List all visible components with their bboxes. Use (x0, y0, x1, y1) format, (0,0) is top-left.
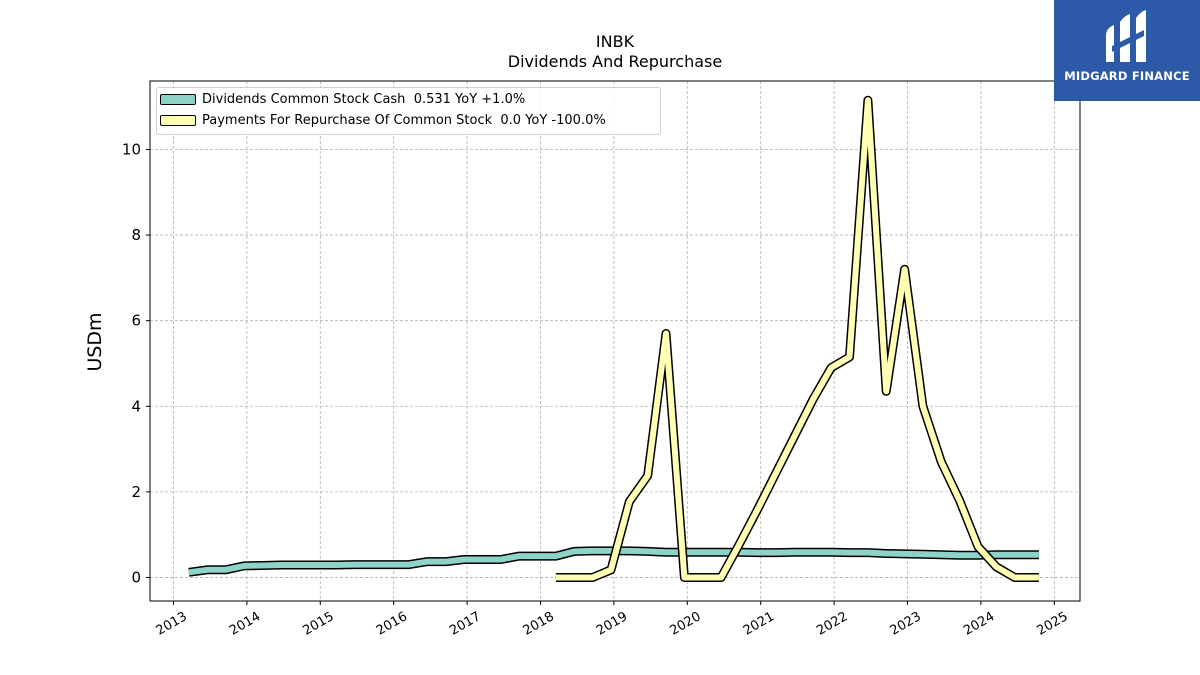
chart-title: INBK (595, 32, 635, 51)
series-line-1 (555, 97, 1039, 581)
legend-swatch-dividends (160, 94, 196, 105)
logo-mark-icon (1106, 10, 1146, 62)
legend-label-dividends: Dividends Common Stock Cash 0.531 YoY +1… (202, 92, 526, 107)
y-tick-label: 10 (122, 140, 141, 158)
y-axis-label: USDm (84, 312, 106, 372)
y-tick-label: 0 (131, 568, 141, 586)
x-tick-label: 2019 (594, 609, 630, 639)
y-tick-label: 4 (131, 397, 141, 415)
legend-item-dividends: Dividends Common Stock Cash 0.531 YoY +1… (160, 92, 525, 107)
y-tick-label: 6 (131, 312, 141, 330)
plot-frame (149, 80, 1081, 602)
x-tick-label: 2020 (667, 609, 703, 639)
x-tick-label: 2017 (447, 609, 483, 639)
x-tick-label: 2014 (227, 609, 263, 639)
legend: Dividends Common Stock Cash 0.531 YoY +1… (156, 87, 661, 135)
legend-swatch-repurchase (160, 115, 196, 126)
y-tick-label: 8 (131, 226, 141, 244)
midgard-finance-logo: MIDGARD FINANCE (1054, 0, 1200, 101)
logo-text: MIDGARD FINANCE (1064, 69, 1190, 83)
x-tick-label: 2013 (154, 609, 190, 639)
y-tick-label: 2 (131, 483, 141, 501)
x-tick-label: 2025 (1034, 609, 1070, 639)
x-tick-label: 2015 (300, 609, 336, 639)
x-tick-label: 2021 (741, 609, 777, 639)
x-tick-label: 2016 (374, 609, 410, 639)
x-tick-label: 2022 (814, 609, 850, 639)
legend-label-repurchase: Payments For Repurchase Of Common Stock … (202, 113, 606, 128)
chart-subtitle: Dividends And Repurchase (507, 52, 723, 71)
x-tick-label: 2024 (961, 609, 997, 639)
x-tick-label: 2023 (888, 609, 924, 639)
legend-item-repurchase: Payments For Repurchase Of Common Stock … (160, 113, 606, 128)
x-tick-label: 2018 (521, 609, 557, 639)
